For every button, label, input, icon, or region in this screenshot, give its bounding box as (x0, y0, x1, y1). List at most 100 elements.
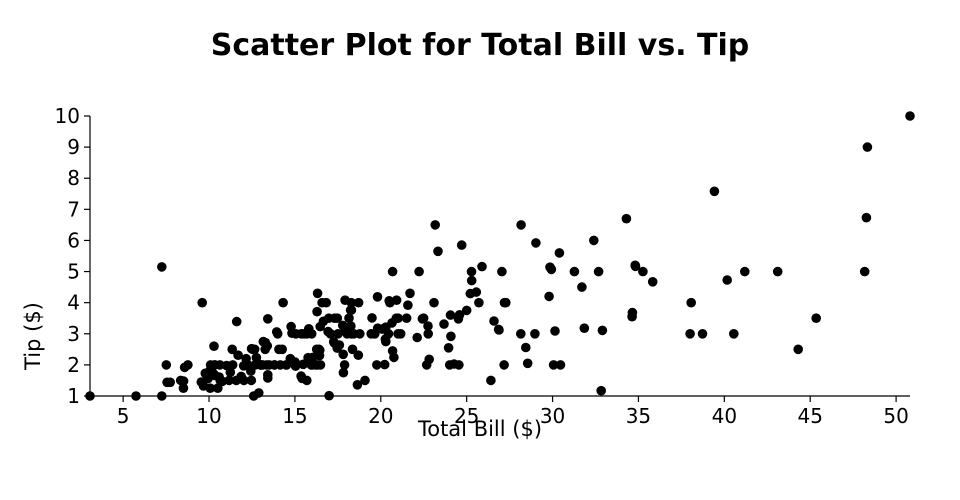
data-point (383, 329, 394, 339)
data-point (344, 313, 354, 324)
x-tick-label: 5 (117, 404, 130, 428)
data-point (430, 220, 441, 230)
y-tick-label: 5 (67, 260, 80, 284)
data-point (217, 376, 228, 387)
data-point (209, 341, 219, 352)
data-point (423, 321, 433, 331)
data-point (545, 262, 555, 273)
data-point (811, 313, 821, 324)
data-point (555, 360, 566, 370)
data-point (281, 360, 291, 370)
data-point (346, 321, 356, 331)
data-point (493, 324, 504, 335)
data-point (333, 329, 343, 339)
data-point (405, 288, 415, 299)
data-point (231, 375, 242, 386)
chart-title: Scatter Plot for Total Bill vs. Tip (211, 28, 750, 63)
data-point (403, 300, 413, 311)
x-ticks: 5 10 15 20 25 30 35 40 45 50 (117, 396, 909, 428)
data-point (367, 313, 377, 323)
data-point (249, 344, 260, 355)
data-point (213, 383, 223, 394)
data-point (352, 380, 363, 390)
data-point (345, 305, 356, 315)
data-point (353, 350, 364, 361)
y-tick-label: 4 (67, 291, 80, 315)
data-point (861, 212, 872, 223)
y-tick-label: 1 (67, 384, 80, 408)
data-point (429, 297, 439, 308)
data-point (474, 297, 484, 308)
data-point (338, 349, 349, 360)
data-point (433, 246, 443, 257)
data-point (445, 310, 456, 320)
data-point (621, 213, 632, 224)
x-axis-label: Total Bill ($) (417, 417, 542, 441)
data-point (346, 297, 357, 308)
data-point (328, 337, 339, 347)
y-tick-label: 6 (67, 228, 80, 252)
data-point (905, 111, 915, 121)
data-point (740, 266, 750, 277)
data-point (179, 362, 190, 373)
data-point (486, 375, 496, 386)
data-point (260, 344, 271, 355)
data-point (577, 282, 587, 292)
data-point (366, 329, 377, 339)
data-point (387, 266, 398, 277)
data-point (530, 329, 540, 339)
data-point (722, 275, 732, 285)
points-layer (85, 111, 915, 401)
data-point (697, 329, 708, 339)
data-point (263, 314, 273, 324)
data-point (859, 266, 870, 277)
data-point (347, 344, 358, 355)
data-point (579, 323, 590, 334)
data-point (255, 360, 266, 370)
data-point (302, 375, 312, 386)
data-point (630, 261, 641, 272)
x-tick-label: 45 (797, 404, 822, 428)
data-point (274, 344, 284, 355)
data-point (522, 358, 533, 369)
data-point (414, 266, 424, 277)
data-point (372, 360, 382, 370)
data-point (317, 297, 327, 308)
data-point (516, 220, 526, 230)
x-tick-label: 40 (712, 404, 737, 428)
y-tick-label: 7 (67, 197, 80, 221)
data-point (550, 326, 560, 336)
data-point (389, 352, 399, 363)
data-point (393, 329, 403, 339)
data-point (311, 344, 322, 355)
data-point (401, 313, 412, 324)
y-tick-label: 9 (67, 135, 80, 159)
data-point (554, 248, 565, 258)
data-point (456, 240, 467, 250)
data-point (421, 360, 432, 370)
data-point (233, 350, 243, 361)
data-point (465, 288, 476, 299)
data-point (501, 297, 511, 308)
data-point (521, 342, 531, 353)
data-point (263, 373, 273, 383)
y-tick-label: 10 (55, 104, 80, 128)
data-point (548, 360, 559, 370)
data-point (569, 266, 580, 277)
data-point (439, 319, 449, 329)
data-point (461, 305, 472, 316)
data-point (338, 367, 349, 378)
data-point (355, 329, 365, 339)
x-tick-label: 10 (196, 404, 221, 428)
data-point (278, 297, 288, 308)
data-point (466, 275, 477, 286)
data-point (499, 360, 509, 370)
data-point (597, 325, 608, 336)
data-point (227, 360, 238, 370)
data-point (231, 316, 242, 327)
data-point (353, 297, 364, 308)
data-point (729, 329, 739, 339)
data-point (593, 266, 604, 277)
data-point (793, 344, 803, 355)
data-point (647, 277, 658, 287)
